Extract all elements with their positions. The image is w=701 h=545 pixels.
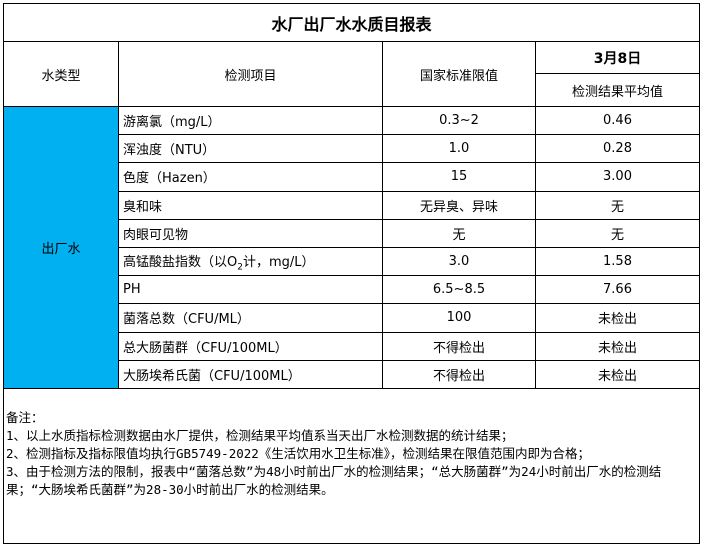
report-title: 水厂出厂水水质目报表 bbox=[2, 3, 701, 42]
header-water-type: 水类型 bbox=[3, 41, 119, 107]
table-row: PH 6.5~8.5 7.66 bbox=[4, 275, 701, 305]
header-result: 检测结果平均值 bbox=[534, 73, 701, 107]
item-cell: 大肠埃希氏菌（CFU/100ML） bbox=[118, 359, 383, 389]
item-cell: 色度（Hazen） bbox=[118, 162, 383, 192]
result-cell: 0.28 bbox=[534, 134, 701, 164]
result-cell: 0.46 bbox=[534, 105, 701, 136]
standard-cell: 1.0 bbox=[382, 134, 536, 164]
item-cell: 肉眼可见物 bbox=[118, 218, 383, 248]
table-row: 菌落总数（CFU/ML） 100 未检出 bbox=[4, 303, 701, 333]
standard-cell: 3.0 bbox=[382, 246, 536, 277]
header-date: 3月8日 bbox=[534, 41, 701, 74]
item-cell: PH bbox=[118, 275, 383, 305]
item-cell: 游离氯（mg/L） bbox=[118, 105, 383, 136]
result-cell: 无 bbox=[534, 190, 701, 220]
table-row: 大肠埃希氏菌（CFU/100ML） 不得检出 未检出 bbox=[4, 359, 701, 389]
item-text: 高锰酸盐指数（以O bbox=[123, 254, 238, 270]
table-row: 出厂水 游离氯（mg/L） 0.3~2 0.46 bbox=[3, 105, 701, 389]
table-row: 高锰酸盐指数（以O2计，mg/L） 3.0 1.58 bbox=[4, 246, 701, 277]
result-cell: 1.58 bbox=[534, 246, 701, 277]
standard-cell: 无 bbox=[382, 218, 536, 248]
note-line: 2、检测指标及指标限值均执行GB5749-2022《生活饮用水卫生标准》，检测结… bbox=[6, 445, 591, 461]
standard-cell: 15 bbox=[382, 162, 536, 192]
notes-label: 备注： bbox=[6, 409, 44, 425]
water-quality-report-table: 水厂出厂水水质目报表 水类型 检测项目 国家标准限值 3月8日 检测结果平均值 … bbox=[2, 3, 701, 544]
header-standard: 国家标准限值 bbox=[382, 41, 536, 107]
table-row: 臭和味 无异臭、异味无 bbox=[4, 190, 701, 220]
standard-cell: 无异臭、异味 bbox=[382, 190, 536, 220]
standard-cell: 100 bbox=[382, 303, 536, 333]
item-text: 计，mg/L） bbox=[242, 254, 315, 270]
item-cell: 高锰酸盐指数（以O2计，mg/L） bbox=[118, 246, 383, 277]
result-cell: 7.66 bbox=[534, 275, 701, 305]
item-cell: 总大肠菌群（CFU/100ML） bbox=[118, 331, 383, 361]
standard-cell: 6.5~8.5 bbox=[382, 275, 536, 305]
standard-cell: 不得检出 bbox=[382, 331, 536, 361]
header-item: 检测项目 bbox=[118, 41, 383, 107]
item-cell: 臭和味 bbox=[118, 190, 383, 220]
item-cell: 浑浊度（NTU） bbox=[118, 134, 383, 164]
notes: 备注： 1、以上水质指标检测数据由水厂提供，检测结果平均值系当天出厂水检测数据的… bbox=[2, 387, 701, 544]
table-row: 色度（Hazen） 15 3.00 bbox=[4, 162, 701, 192]
water-type-cell: 出厂水 bbox=[3, 106, 119, 389]
result-cell: 未检出 bbox=[534, 331, 701, 361]
standard-cell: 0.3~2 bbox=[382, 105, 536, 136]
note-line: 1、以上水质指标检测数据由水厂提供，检测结果平均值系当天出厂水检测数据的统计结果… bbox=[6, 427, 514, 443]
result-cell: 未检出 bbox=[534, 359, 701, 389]
table-row: 浑浊度（NTU） 1.0 0.28 bbox=[4, 134, 701, 164]
item-subscript: 2 bbox=[237, 262, 243, 273]
standard-cell: 不得检出 bbox=[382, 359, 536, 389]
result-cell: 3.00 bbox=[534, 162, 701, 192]
table-row: 肉眼可见物无无 bbox=[4, 218, 701, 248]
result-cell: 无 bbox=[534, 218, 701, 248]
result-cell: 未检出 bbox=[534, 303, 701, 333]
note-line: 3、由于检测方法的限制，报表中“菌落总数”为48小时前出厂水的检测结果；“总大肠… bbox=[6, 463, 662, 497]
item-cell: 菌落总数（CFU/ML） bbox=[118, 303, 383, 333]
